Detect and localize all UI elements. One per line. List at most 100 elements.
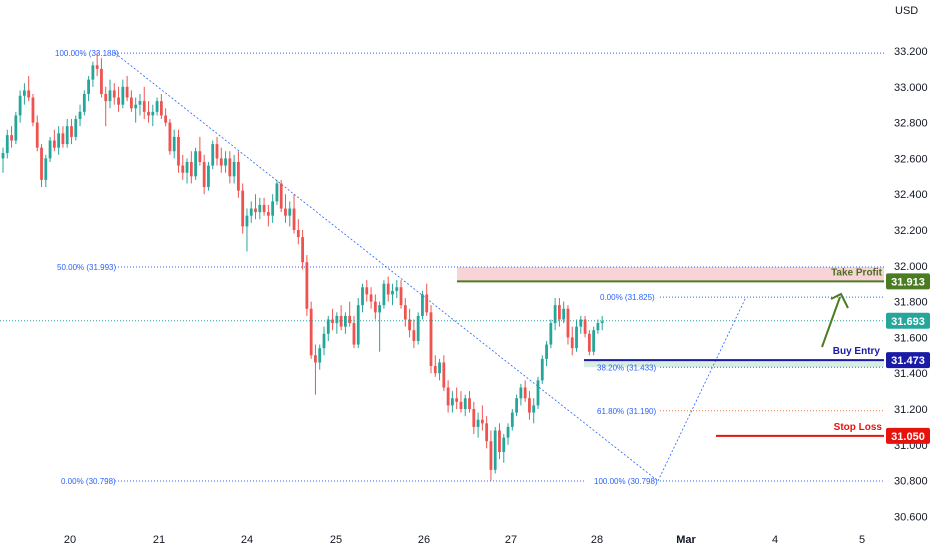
- y-tick-label: 31.800: [894, 297, 928, 309]
- candle: [382, 280, 386, 309]
- candle: [510, 409, 514, 431]
- candle: [10, 126, 13, 148]
- candle: [498, 423, 501, 460]
- candle-body: [425, 294, 429, 313]
- fib-trendline: [114, 52, 659, 482]
- candle-body: [211, 144, 215, 166]
- candle-body: [262, 204, 266, 213]
- candle: [138, 93, 142, 116]
- candle-body: [600, 321, 604, 324]
- candle-body: [177, 136, 180, 166]
- candle: [485, 416, 489, 449]
- y-tick-label: 32.800: [894, 118, 928, 130]
- candle: [493, 426, 497, 474]
- candle: [361, 283, 364, 313]
- candle: [23, 83, 26, 105]
- candle: [117, 86, 120, 112]
- candle-body: [14, 115, 18, 141]
- candle-body: [549, 323, 553, 345]
- candle-body: [326, 319, 330, 334]
- fib-label: 50.00% (31.993): [57, 263, 116, 272]
- candle: [373, 294, 377, 320]
- candle-body: [296, 230, 300, 238]
- candle-body: [121, 86, 125, 105]
- candle: [421, 290, 424, 320]
- candle-body: [583, 319, 587, 334]
- candle: [151, 104, 155, 127]
- resistance-zone: [457, 267, 884, 282]
- fib-label: 38.20% (31.433): [597, 363, 656, 372]
- candle: [395, 280, 399, 299]
- candle: [279, 179, 283, 213]
- candle-body: [433, 366, 437, 374]
- candle: [489, 430, 493, 481]
- candle-body: [459, 401, 463, 409]
- candle-body: [468, 398, 471, 409]
- take-profit-badge: [886, 273, 930, 290]
- candle: [536, 376, 540, 409]
- candle: [558, 298, 561, 327]
- candle: [446, 380, 450, 413]
- candle-body: [108, 90, 112, 102]
- candle-body: [130, 97, 133, 109]
- candle: [181, 154, 185, 180]
- take-profit-label: Take Profit: [831, 267, 883, 278]
- candle-body: [403, 305, 407, 320]
- candle-body: [399, 287, 403, 306]
- candle: [583, 315, 587, 338]
- candle-body: [412, 330, 416, 341]
- candle: [480, 405, 484, 431]
- candle: [455, 387, 459, 409]
- candle-body: [382, 283, 386, 306]
- candle-body: [416, 315, 420, 341]
- candle-body: [523, 387, 527, 399]
- candle: [519, 383, 523, 406]
- candle: [391, 283, 394, 306]
- y-tick-label: 33.000: [894, 82, 928, 94]
- candle-body: [35, 122, 39, 148]
- candle: [528, 391, 531, 420]
- candle: [596, 319, 600, 334]
- candle: [442, 355, 446, 392]
- candle: [575, 319, 578, 352]
- candle: [314, 344, 317, 395]
- y-tick-label: 30.800: [894, 476, 928, 488]
- x-tick-label: 4: [772, 534, 778, 546]
- candle: [545, 340, 548, 367]
- candle: [425, 283, 429, 316]
- candle-body: [284, 208, 287, 216]
- candle: [344, 312, 347, 334]
- candle: [82, 90, 86, 116]
- candle: [451, 391, 454, 413]
- candle: [155, 97, 159, 116]
- candle-body: [249, 208, 253, 216]
- candle: [592, 326, 596, 356]
- candle-body: [241, 190, 245, 227]
- candle: [266, 204, 270, 227]
- candle-body: [57, 133, 61, 148]
- candle-body: [421, 294, 424, 316]
- candle: [14, 111, 18, 145]
- candle: [540, 355, 544, 384]
- candle: [438, 358, 441, 381]
- candle-body: [189, 161, 193, 177]
- candle-body: [147, 111, 150, 116]
- candle: [78, 104, 82, 127]
- candle-body: [151, 111, 155, 116]
- candle: [125, 76, 129, 102]
- candle: [284, 194, 287, 223]
- fib-label: 100.00% (33.188): [55, 49, 119, 58]
- candle-body: [44, 158, 48, 180]
- candle: [202, 154, 206, 195]
- candle-body: [164, 115, 168, 123]
- candle: [215, 136, 219, 166]
- candle: [301, 230, 304, 270]
- candle: [245, 208, 249, 252]
- candle-body: [339, 315, 343, 327]
- candle-body: [322, 333, 326, 349]
- candle: [95, 52, 99, 77]
- candle-body: [65, 126, 69, 145]
- stop-loss-badge: [886, 427, 930, 444]
- y-tick-label: 32.000: [894, 261, 928, 273]
- candle-body: [596, 323, 600, 331]
